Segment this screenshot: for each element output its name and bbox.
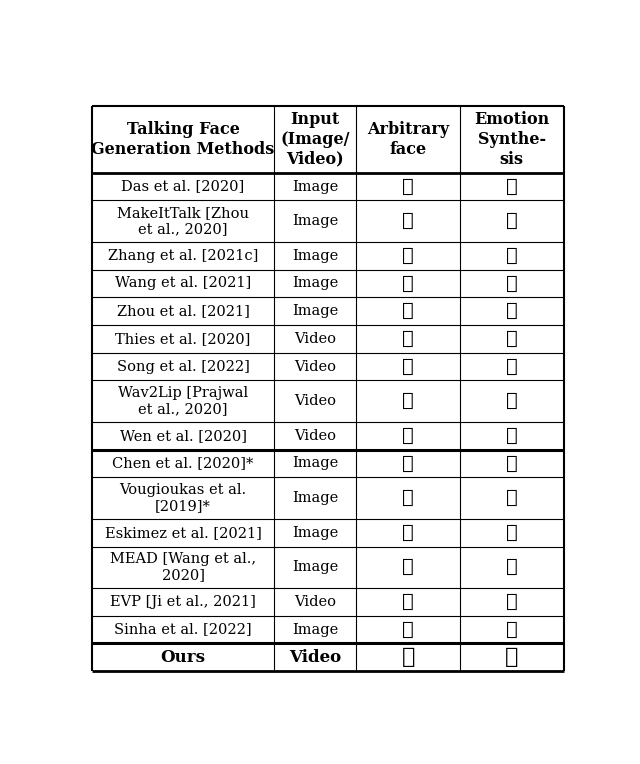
Text: Vougioukas et al.
[2019]*: Vougioukas et al. [2019]* — [120, 483, 246, 513]
Text: Wang et al. [2021]: Wang et al. [2021] — [115, 277, 252, 290]
Text: Chen et al. [2020]*: Chen et al. [2020]* — [113, 456, 254, 471]
Text: ✓: ✓ — [401, 646, 415, 668]
Text: ✓: ✓ — [506, 489, 518, 507]
Text: Video: Video — [294, 332, 336, 346]
Text: ✓: ✓ — [402, 274, 414, 293]
Text: ✓: ✓ — [506, 593, 518, 611]
Text: ✓: ✓ — [402, 358, 414, 376]
Text: Image: Image — [292, 180, 338, 193]
Text: Wen et al. [2020]: Wen et al. [2020] — [120, 429, 246, 443]
Text: ✓: ✓ — [506, 558, 518, 576]
Text: Thies et al. [2020]: Thies et al. [2020] — [115, 332, 251, 346]
Text: ✗: ✗ — [506, 212, 518, 230]
Text: Emotion
Synthe-
sis: Emotion Synthe- sis — [474, 112, 549, 167]
Text: Zhou et al. [2021]: Zhou et al. [2021] — [116, 304, 250, 318]
Text: Image: Image — [292, 623, 338, 636]
Text: ✗: ✗ — [506, 330, 518, 348]
Text: ✓: ✓ — [506, 455, 518, 472]
Text: Eskimez et al. [2021]: Eskimez et al. [2021] — [105, 526, 262, 539]
Text: Video: Video — [289, 649, 341, 665]
Text: Image: Image — [292, 214, 338, 228]
Text: ✗: ✗ — [402, 489, 414, 507]
Text: Ours: Ours — [161, 649, 205, 665]
Text: Video: Video — [294, 595, 336, 609]
Text: ✗: ✗ — [506, 392, 518, 410]
Text: ✓: ✓ — [402, 247, 414, 265]
Text: ✓: ✓ — [505, 646, 518, 668]
Text: Image: Image — [292, 456, 338, 471]
Text: Image: Image — [292, 560, 338, 575]
Text: ✗: ✗ — [506, 303, 518, 320]
Text: ✗: ✗ — [402, 455, 414, 472]
Text: MEAD [Wang et al.,
2020]: MEAD [Wang et al., 2020] — [110, 552, 256, 582]
Text: ✗: ✗ — [506, 177, 518, 196]
Text: ✓: ✓ — [402, 303, 414, 320]
Text: ✓: ✓ — [402, 620, 414, 639]
Text: Video: Video — [294, 360, 336, 374]
Text: MakeItTalk [Zhou
et al., 2020]: MakeItTalk [Zhou et al., 2020] — [117, 206, 249, 236]
Text: ✗: ✗ — [402, 523, 414, 542]
Text: Image: Image — [292, 304, 338, 318]
Text: Zhang et al. [2021c]: Zhang et al. [2021c] — [108, 249, 259, 263]
Text: Input
(Image/
Video): Input (Image/ Video) — [280, 112, 350, 167]
Text: Arbitrary
face: Arbitrary face — [367, 121, 449, 158]
Text: ✗: ✗ — [402, 558, 414, 576]
Text: Song et al. [2022]: Song et al. [2022] — [116, 360, 250, 374]
Text: Image: Image — [292, 249, 338, 263]
Text: ✓: ✓ — [506, 620, 518, 639]
Text: ✓: ✓ — [402, 330, 414, 348]
Text: EVP [Ji et al., 2021]: EVP [Ji et al., 2021] — [110, 595, 256, 609]
Text: ✓: ✓ — [402, 177, 414, 196]
Text: Das et al. [2020]: Das et al. [2020] — [122, 180, 244, 193]
Text: ✓: ✓ — [506, 523, 518, 542]
Text: ✗: ✗ — [506, 274, 518, 293]
Text: Image: Image — [292, 526, 338, 539]
Text: ✗: ✗ — [506, 427, 518, 445]
Text: ✗: ✗ — [402, 593, 414, 611]
Text: Talking Face
Generation Methods: Talking Face Generation Methods — [92, 121, 275, 158]
Text: ✗: ✗ — [506, 247, 518, 265]
Text: Sinha et al. [2022]: Sinha et al. [2022] — [115, 623, 252, 636]
Text: Video: Video — [294, 394, 336, 408]
Text: ✗: ✗ — [506, 358, 518, 376]
Text: ✓: ✓ — [402, 427, 414, 445]
Text: Image: Image — [292, 277, 338, 290]
Text: Wav2Lip [Prajwal
et al., 2020]: Wav2Lip [Prajwal et al., 2020] — [118, 386, 248, 416]
Text: ✓: ✓ — [402, 392, 414, 410]
Text: ✓: ✓ — [402, 212, 414, 230]
Text: Video: Video — [294, 429, 336, 443]
Text: Image: Image — [292, 491, 338, 505]
